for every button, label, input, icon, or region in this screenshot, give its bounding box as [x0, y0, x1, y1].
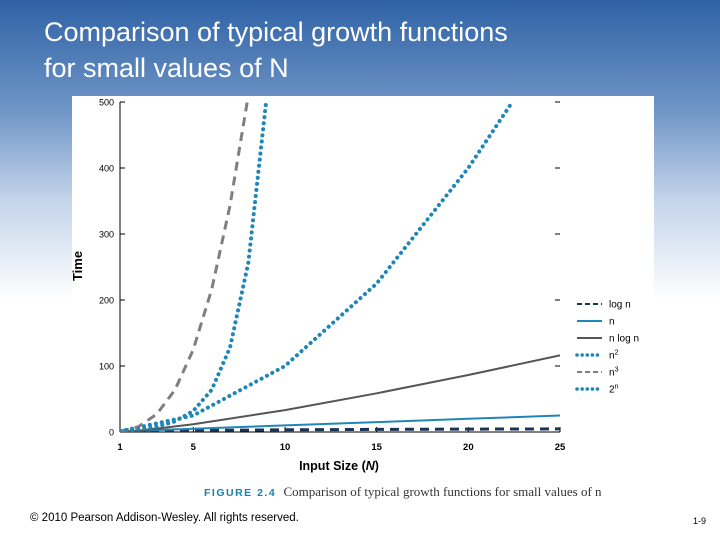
- y-tick-label: 0: [109, 428, 114, 438]
- x-tick-label: 15: [371, 442, 382, 453]
- figure-caption: FIGURE 2.4 Comparison of typical growth …: [204, 484, 664, 500]
- slide-number: 1-9: [692, 516, 706, 526]
- y-tick-label: 300: [99, 230, 114, 240]
- slide-title: Comparison of typical growth functions f…: [44, 14, 684, 86]
- figure-panel: [72, 96, 654, 500]
- x-tick-label: 20: [463, 442, 474, 453]
- chart-legend: log n n n log n n2 n3 2n: [575, 300, 639, 396]
- x-tick-label: 25: [555, 442, 566, 453]
- figure-caption-label: FIGURE 2.4: [204, 487, 277, 499]
- y-tick-label: 200: [99, 296, 114, 306]
- legend-label: 2n: [609, 384, 619, 396]
- copyright-text: © 2010 Pearson Addison-Wesley. All right…: [30, 512, 299, 524]
- series-line-n-3: [120, 102, 249, 432]
- legend-label: n: [609, 317, 615, 328]
- y-tick-label: 400: [99, 164, 114, 174]
- series-group: [120, 102, 560, 432]
- legend-label: n2: [609, 350, 619, 362]
- series-line-n: [120, 414, 560, 432]
- legend-label: log n: [609, 300, 631, 311]
- y-axis-label: Time: [72, 251, 85, 281]
- legend-label: n log n: [609, 334, 639, 345]
- x-tick-label: 5: [191, 442, 197, 453]
- figure-caption-text: Comparison of typical growth functions f…: [283, 484, 602, 499]
- title-line-2: for small values of N: [44, 53, 289, 83]
- x-tick-label: 10: [280, 442, 291, 453]
- y-tick-label: 500: [99, 98, 114, 108]
- series-line-2-n: [120, 102, 269, 432]
- x-tick-label: 1: [117, 442, 123, 453]
- legend-label: n3: [609, 367, 619, 379]
- title-line-1: Comparison of typical growth functions: [44, 17, 508, 47]
- y-tick-label: 100: [99, 362, 114, 372]
- x-axis-label: Input Size (N): [299, 459, 379, 473]
